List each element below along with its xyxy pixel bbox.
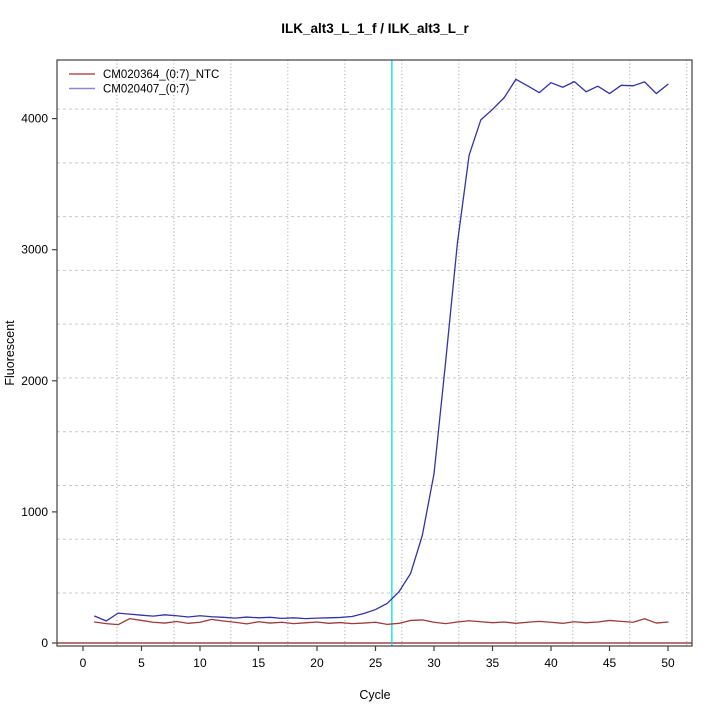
- y-axis-label: Fluorescent: [3, 320, 17, 386]
- x-tick-label: 45: [603, 656, 617, 670]
- legend: CM020364_(0:7)_NTC CM020407_(0:7): [69, 69, 219, 96]
- x-tick-label: 40: [544, 656, 558, 670]
- legend-label: CM020407_(0:7): [103, 84, 189, 96]
- y-tick-label: 4000: [21, 112, 48, 126]
- y-tick-label: 2000: [21, 374, 48, 388]
- series-line-CM020364_(0:7)_NTC: [94, 617, 669, 626]
- x-axis-label: Cycle: [359, 688, 390, 702]
- x-tick-label: 35: [486, 656, 500, 670]
- reference-lines-layer: [57, 60, 692, 646]
- axis-layer: 0 5 10 15 20 25 30 35 40 45 50 0 1000 2000 3000 4000: [21, 112, 675, 670]
- x-tick-label: 30: [427, 656, 441, 670]
- legend-label: CM020364_(0:7)_NTC: [103, 69, 219, 81]
- grid-layer: [57, 60, 692, 646]
- x-tick-label: 50: [661, 656, 675, 670]
- x-tick-label: 0: [80, 656, 87, 670]
- series-line-CM020407_(0:7): [94, 78, 669, 622]
- x-tick-label: 5: [138, 656, 145, 670]
- plot-frame: [56, 59, 693, 647]
- x-tick-label: 25: [369, 656, 383, 670]
- x-tick-label: 20: [310, 656, 324, 670]
- x-tick-label: 10: [193, 656, 207, 670]
- chart-title: ILK_alt3_L_1_f / ILK_alt3_L_r: [281, 21, 469, 36]
- series-layer: [94, 78, 669, 626]
- y-tick-label: 1000: [21, 505, 48, 519]
- y-tick-label: 0: [41, 636, 48, 650]
- x-tick-label: 15: [252, 656, 266, 670]
- y-tick-label: 3000: [21, 243, 48, 257]
